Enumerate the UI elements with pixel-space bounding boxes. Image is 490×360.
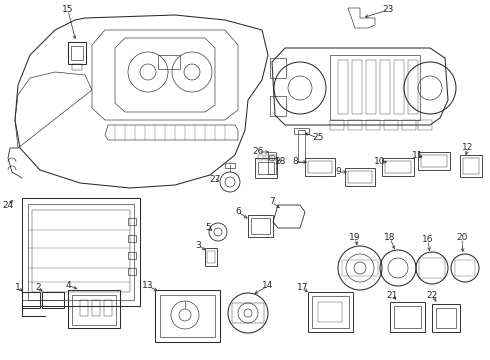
Text: 22: 22 (426, 291, 438, 300)
Text: 27: 27 (209, 175, 220, 184)
Bar (248, 215, 273, 237)
Text: 12: 12 (462, 144, 474, 153)
Bar (294, 128, 309, 134)
Text: 17: 17 (297, 284, 309, 292)
Bar (366, 60, 376, 114)
Bar (380, 60, 390, 114)
Bar (251, 218, 270, 234)
Bar (390, 302, 425, 332)
Text: 3: 3 (195, 240, 201, 249)
Bar (80, 300, 88, 316)
Bar (265, 155, 270, 160)
Bar (394, 60, 404, 114)
Bar (158, 55, 180, 69)
Bar (128, 235, 136, 242)
Bar (418, 120, 432, 130)
Bar (128, 252, 136, 259)
Bar (205, 248, 217, 266)
Text: 14: 14 (262, 282, 274, 291)
Bar (342, 260, 378, 276)
Bar (72, 64, 82, 70)
Bar (348, 171, 372, 183)
Bar (258, 155, 263, 160)
Text: 11: 11 (412, 150, 424, 159)
Bar (455, 260, 475, 276)
Text: 18: 18 (384, 234, 396, 243)
Bar (408, 60, 418, 114)
Bar (207, 251, 215, 263)
Text: 28: 28 (274, 158, 286, 166)
Bar (308, 292, 353, 332)
Bar (352, 60, 362, 114)
Bar (258, 162, 274, 174)
Bar (32, 210, 130, 292)
Text: 13: 13 (142, 282, 154, 291)
Bar (22, 292, 40, 308)
Bar (418, 152, 450, 170)
Bar (155, 290, 220, 342)
Bar (268, 152, 276, 174)
Bar (382, 158, 414, 176)
Bar (255, 158, 277, 178)
Text: 1: 1 (15, 284, 21, 292)
Bar (305, 158, 335, 176)
Text: 24: 24 (2, 201, 14, 210)
Text: 26: 26 (252, 148, 264, 157)
Bar (128, 218, 136, 225)
Text: 2: 2 (35, 284, 41, 292)
Text: 15: 15 (62, 5, 74, 14)
Text: 25: 25 (312, 134, 324, 143)
Bar (225, 163, 235, 168)
Bar (68, 42, 86, 64)
Bar (385, 161, 411, 173)
Bar (28, 204, 134, 300)
Bar (436, 308, 456, 328)
Bar (68, 290, 120, 328)
Text: 8: 8 (292, 158, 298, 166)
Bar (128, 268, 136, 275)
Bar (232, 303, 264, 323)
Bar (72, 295, 116, 325)
Bar (104, 300, 112, 316)
Text: 10: 10 (374, 158, 386, 166)
Bar (160, 295, 215, 337)
Bar (366, 120, 380, 130)
Bar (272, 155, 277, 160)
Bar (345, 168, 375, 186)
Bar (338, 60, 348, 114)
Text: 16: 16 (422, 235, 434, 244)
Bar (394, 306, 421, 328)
Bar (463, 158, 479, 174)
Bar (270, 96, 286, 116)
Bar (330, 55, 420, 120)
Bar (460, 155, 482, 177)
Text: 9: 9 (335, 167, 341, 176)
Text: 4: 4 (65, 280, 71, 289)
Text: 23: 23 (382, 5, 393, 14)
Bar (384, 120, 398, 130)
Bar (298, 130, 305, 162)
Bar (348, 120, 362, 130)
Bar (330, 120, 344, 130)
Text: 20: 20 (456, 234, 467, 243)
Text: 19: 19 (349, 234, 361, 243)
Bar (92, 300, 100, 316)
Text: 21: 21 (386, 291, 398, 300)
Text: 7: 7 (269, 198, 275, 207)
Bar (402, 120, 416, 130)
Bar (308, 161, 332, 173)
Bar (419, 258, 445, 278)
Bar (312, 296, 349, 328)
Bar (421, 155, 447, 167)
Bar (270, 58, 286, 78)
Bar (71, 46, 83, 60)
Text: 5: 5 (205, 224, 211, 233)
Bar (42, 292, 64, 308)
Bar (22, 198, 140, 306)
Bar (432, 304, 460, 332)
Bar (318, 302, 342, 322)
Text: 6: 6 (235, 207, 241, 216)
